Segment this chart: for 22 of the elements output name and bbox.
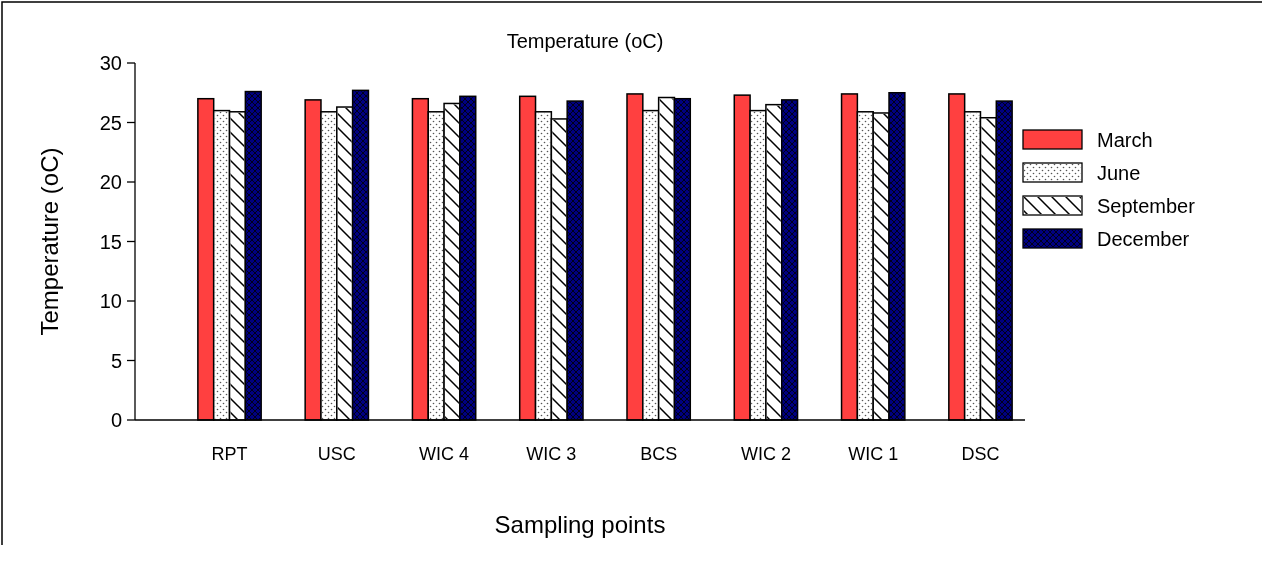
- x-tick-label: WIC 1: [848, 444, 899, 464]
- x-tick-label: RPT: [211, 444, 248, 464]
- legend-label: September: [1097, 195, 1196, 217]
- chart-title: Temperature (oC): [506, 30, 664, 52]
- x-tick-label: USC: [317, 444, 356, 464]
- y-tick-label: 15: [99, 230, 122, 253]
- x-tick-label: BCS: [640, 444, 678, 464]
- y-tick-label: 30: [99, 52, 122, 74]
- y-tick-label: 0: [110, 409, 122, 431]
- y-tick-label: 10: [99, 290, 122, 312]
- legend-label: June: [1097, 162, 1141, 184]
- legend-label: March: [1097, 129, 1153, 151]
- y-axis-title: Temperature (oC): [36, 147, 63, 336]
- x-tick-label: DSC: [961, 444, 1000, 464]
- x-tick-label: WIC 2: [740, 444, 791, 464]
- y-tick-label: 5: [110, 349, 122, 372]
- legend-label: December: [1097, 228, 1190, 250]
- x-axis-title: Sampling points: [494, 511, 666, 538]
- y-tick-label: 25: [99, 111, 122, 134]
- x-tick-label: WIC 4: [419, 444, 470, 464]
- x-tick-label: WIC 3: [526, 444, 577, 464]
- y-tick-label: 20: [99, 171, 122, 193]
